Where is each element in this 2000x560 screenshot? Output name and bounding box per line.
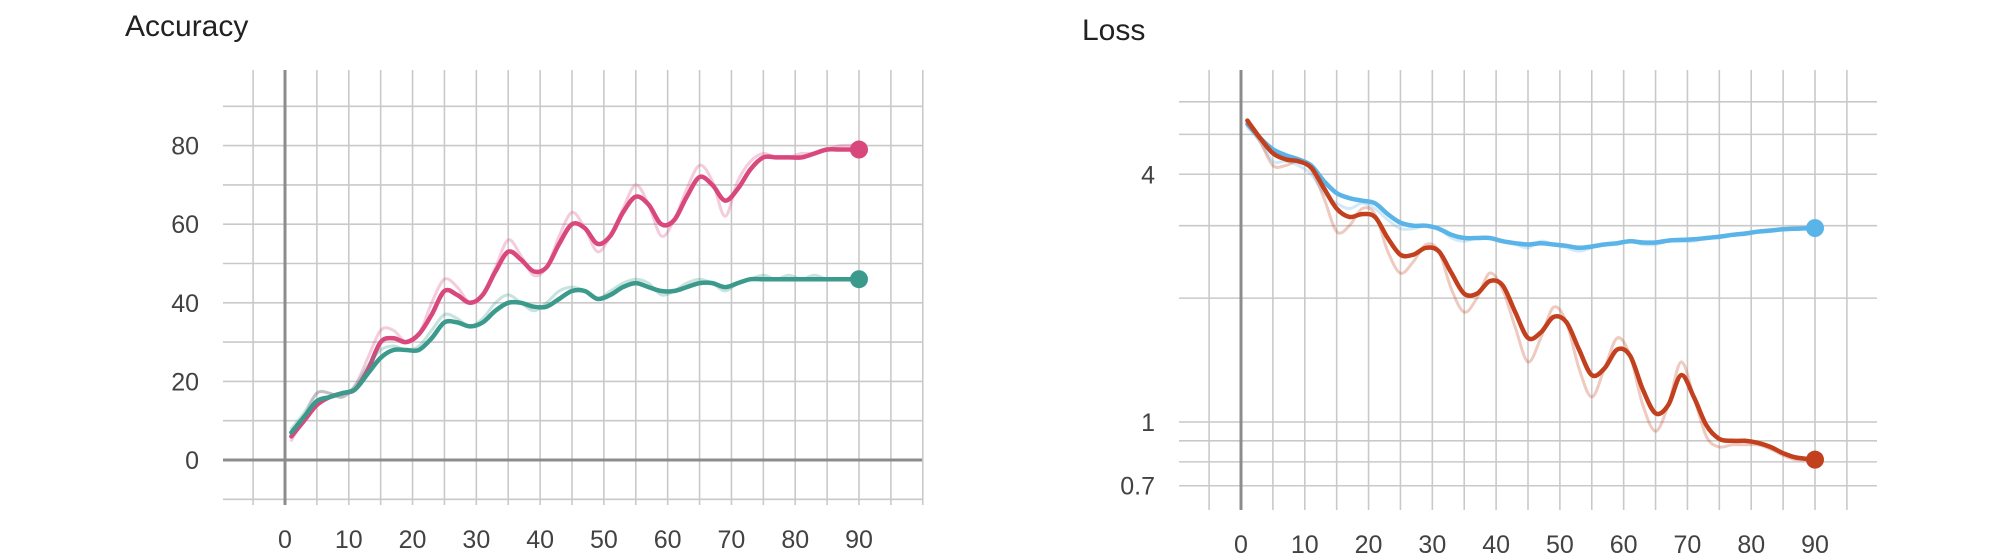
y-tick-label: 0.7 [1120,473,1155,501]
y-tick-label: 0 [185,447,199,475]
x-tick-label: 80 [1737,531,1765,559]
series-end-marker[interactable] [1806,219,1824,238]
y-tick-label: 40 [171,290,199,318]
chart-title: Loss [1082,14,1145,47]
series-raw-line [289,273,861,431]
y-tick-label: 1 [1141,409,1155,437]
x-tick-label: 0 [278,526,292,554]
x-tick-label: 40 [526,526,554,554]
x-tick-label: 90 [1801,531,1829,559]
series-end-marker[interactable] [850,140,868,159]
x-tick-label: 40 [1482,531,1510,559]
x-tick-label: 20 [399,526,427,554]
y-tick-label: 80 [171,133,199,161]
series-smoothed-line [1245,121,1818,251]
x-tick-label: 70 [1674,531,1702,559]
x-tick-label: 90 [845,526,873,554]
x-tick-label: 20 [1355,531,1383,559]
series-smoothed-line [289,146,862,439]
x-tick-label: 30 [1418,531,1446,559]
series-raw-line [289,143,861,442]
x-tick-label: 80 [781,526,809,554]
series-end-marker[interactable] [1806,450,1824,469]
x-tick-label: 10 [335,526,363,554]
series-raw-line [1245,122,1817,462]
y-tick-label: 60 [171,211,199,239]
chart-title: Accuracy [125,10,248,43]
x-tick-label: 60 [654,526,682,554]
y-tick-label: 20 [171,368,199,396]
series-smoothed-line [289,276,862,435]
chart-0: Accuracy 0 10 20 30 40 50 60 70 80 90 0 20 40 60 80 [125,10,924,554]
y-tick-label: 4 [1141,161,1155,189]
series-smoothed-line [1245,118,1818,462]
x-tick-label: 70 [718,526,746,554]
x-tick-label: 0 [1234,531,1248,559]
x-tick-label: 60 [1610,531,1638,559]
x-tick-label: 30 [462,526,490,554]
x-tick-label: 50 [590,526,618,554]
chart-1: Loss 0 10 20 30 40 50 60 70 80 90 0.7 1 4 [1082,14,1877,559]
series-end-marker[interactable] [850,270,868,289]
x-tick-label: 10 [1291,531,1319,559]
x-tick-label: 50 [1546,531,1574,559]
